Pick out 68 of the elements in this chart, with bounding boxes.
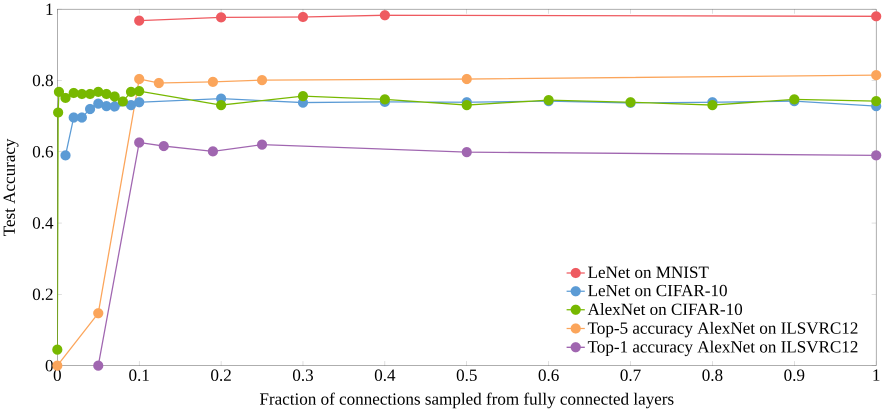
x-tick-label: 0.7 bbox=[620, 369, 641, 382]
point bbox=[462, 74, 472, 84]
point bbox=[462, 100, 472, 110]
point bbox=[134, 86, 144, 96]
point bbox=[76, 88, 88, 100]
legend-label: Top-5 accuracy AlexNet on ILSVRC12 bbox=[588, 322, 858, 338]
legend-label: LeNet on MNIST bbox=[588, 266, 709, 278]
point bbox=[256, 75, 268, 86]
point bbox=[93, 308, 104, 318]
y-tick-label: 0.8 bbox=[32, 74, 53, 86]
point bbox=[60, 92, 71, 104]
point bbox=[84, 104, 96, 114]
point bbox=[380, 10, 390, 20]
point bbox=[52, 344, 62, 355]
point bbox=[93, 86, 104, 98]
point bbox=[208, 76, 218, 88]
point bbox=[68, 112, 79, 123]
legend-label: AlexNet on CIFAR-10 bbox=[588, 303, 742, 316]
point bbox=[158, 141, 169, 152]
x-tick-label: 0.1 bbox=[129, 369, 149, 382]
point bbox=[871, 150, 882, 161]
point bbox=[216, 100, 226, 110]
x-axis-title: Fraction of connections sampled from fully connected layers bbox=[260, 392, 674, 408]
x-tick-label: 1 bbox=[873, 369, 880, 381]
point bbox=[380, 94, 390, 105]
point bbox=[53, 108, 64, 118]
point bbox=[68, 88, 79, 98]
y-tick-label: 0.4 bbox=[32, 217, 54, 229]
point bbox=[871, 70, 882, 80]
point bbox=[298, 12, 308, 22]
point bbox=[871, 96, 882, 106]
point bbox=[707, 100, 718, 110]
legend-label: LeNet on CIFAR-10 bbox=[588, 284, 727, 296]
point bbox=[76, 112, 88, 123]
y-axis-title: Test Accuracy bbox=[4, 138, 18, 236]
y-tick-label: 0 bbox=[46, 360, 53, 372]
y-tick-label: 0.2 bbox=[32, 288, 53, 300]
x-tick-label: 0.5 bbox=[456, 369, 477, 382]
point bbox=[84, 88, 96, 100]
point bbox=[60, 150, 71, 161]
point bbox=[462, 147, 472, 158]
point bbox=[93, 360, 104, 371]
y-tick-label: 0.6 bbox=[32, 146, 54, 158]
point bbox=[93, 98, 104, 109]
point bbox=[110, 91, 120, 102]
point bbox=[54, 86, 64, 98]
point bbox=[134, 97, 144, 108]
point bbox=[126, 86, 136, 98]
point bbox=[134, 74, 144, 84]
point bbox=[134, 137, 144, 148]
x-tick-label: 0.4 bbox=[374, 369, 396, 382]
point bbox=[101, 88, 112, 100]
x-tick-label: 0.9 bbox=[784, 369, 804, 382]
point bbox=[208, 146, 218, 157]
point bbox=[216, 12, 226, 23]
point bbox=[256, 140, 268, 150]
x-tick-label: 0.2 bbox=[211, 369, 231, 382]
x-tick-label: 0.3 bbox=[292, 369, 313, 382]
point bbox=[134, 16, 144, 26]
point bbox=[298, 91, 308, 102]
x-tick-label: 0.8 bbox=[702, 369, 722, 382]
point bbox=[118, 96, 128, 107]
y-tick-label: 1 bbox=[46, 4, 53, 15]
legend-label: Top-1 accuracy AlexNet on ILSVRC12 bbox=[588, 340, 858, 356]
point bbox=[110, 101, 120, 112]
point bbox=[871, 11, 882, 22]
x-tick-label: 0.6 bbox=[538, 369, 559, 382]
point bbox=[154, 78, 164, 88]
